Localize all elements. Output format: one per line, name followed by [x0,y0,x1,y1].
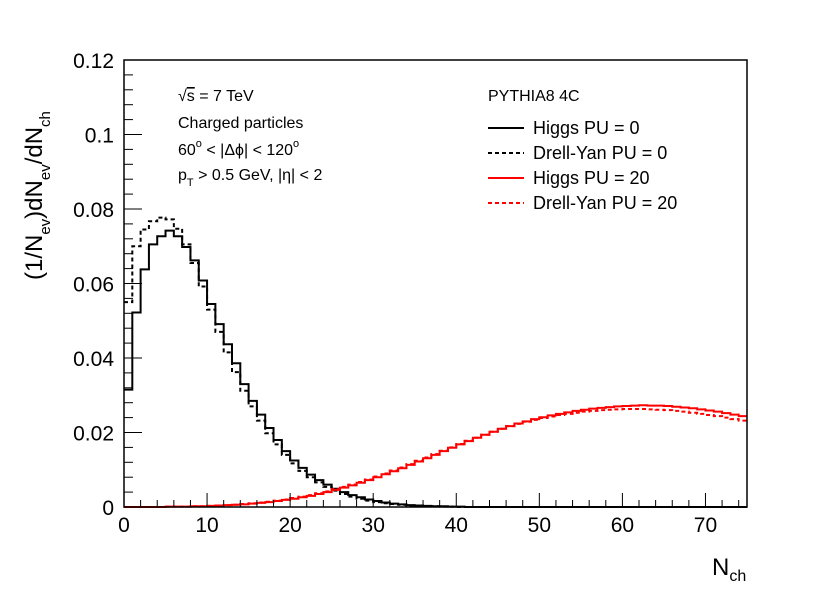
x-axis-title-sub: ch [729,568,746,585]
y-tick-label-4: 0.08 [73,199,114,222]
legend-entry-0: Higgs PU = 0 [533,118,640,138]
y-tick-label-5: 0.1 [85,125,114,148]
y-tick-label-2: 0.04 [73,348,114,371]
legend-entry-3: Drell-Yan PU = 20 [533,193,677,213]
annotation-energy-rest: = 7 TeV [195,88,254,105]
annotation-kin-rest: > 0.5 GeV, |η| < 2 [194,167,323,184]
annotation-kin-p: p [178,167,187,184]
annotation-dphi-b: o [196,138,202,150]
y-tick-label-6: 0.12 [73,50,114,73]
annotation-dphi-c: < |Δϕ| < 120 [202,142,293,159]
x-axis-title-main: N [712,554,729,581]
y-axis-title-part-5: ch [37,111,54,127]
y-axis-title-part-3: ev [37,164,54,180]
x-tick-label-0: 0 [118,514,130,537]
x-tick-label-5: 50 [528,514,551,537]
annotation-dphi-a: 60 [178,142,196,159]
legend: PYTHIA8 4C Higgs PU = 0 Drell-Yan PU = 0… [488,88,677,213]
y-axis-title-part-2: )dN [21,180,48,219]
x-tick-label-2: 20 [278,514,301,537]
legend-entry-1: Drell-Yan PU = 0 [533,143,667,163]
y-axis-title-part-0: (1/N [21,235,48,280]
x-tick-label-3: 30 [362,514,385,537]
x-tick-label-4: 40 [445,514,468,537]
x-axis-title: Nch [712,554,746,585]
annotation-energy-sqrt: √ [178,88,187,105]
legend-header: PYTHIA8 4C [488,88,580,105]
x-tick-label-6: 60 [611,514,634,537]
legend-entry-2: Higgs PU = 20 [533,168,650,188]
y-tick-label-1: 0.02 [73,423,114,446]
y-tick-label-0: 0 [102,497,114,520]
annotation-dphi-d: o [293,138,299,150]
y-axis-title-part-4: /dN [21,127,48,164]
annotation-kin-t: T [187,177,194,189]
annotation-energy-s: s [187,88,195,105]
annotation-particles: Charged particles [178,115,303,132]
y-axis-title-part-1: ev [37,218,54,234]
annotation-kinematics: pT > 0.5 GeV, |η| < 2 [178,167,322,189]
y-axis-title: (1/Nev)dNev/dNch [21,111,54,280]
series-3-line [124,408,747,508]
annotation-energy: √s = 7 TeV [178,88,254,105]
axis-ticks: 0 10 20 30 40 50 60 70 0 0.02 0.04 0.06 0.08 0.1 0.12 [73,50,740,537]
annotation-dphi: 60o < |Δϕ| < 120o [178,138,299,159]
y-tick-label-3: 0.06 [73,274,114,297]
x-tick-label-7: 70 [694,514,717,537]
x-tick-label-1: 10 [195,514,218,537]
